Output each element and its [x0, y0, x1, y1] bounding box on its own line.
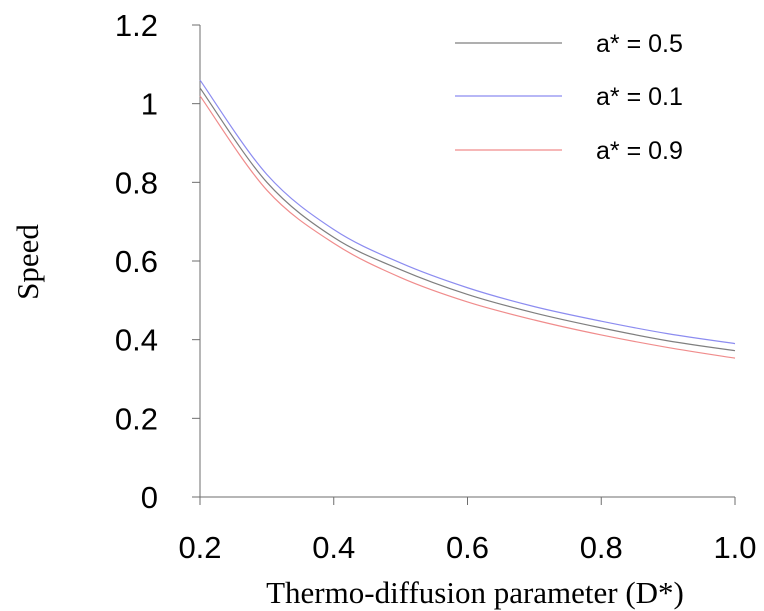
x-tick-label: 0.4 — [312, 530, 355, 565]
y-tick-label: 0.8 — [115, 165, 158, 200]
y-tick-label: 1.2 — [115, 8, 158, 43]
y-ticks: 0 0.2 0.4 0.6 0.8 1 1.2 — [115, 8, 200, 515]
x-tick-label: 0.6 — [446, 530, 489, 565]
legend-label: a* = 0.9 — [596, 137, 683, 165]
x-axis-title: Thermo-diffusion parameter (D*) — [266, 575, 684, 610]
x-ticks: 0.2 0.4 0.6 0.8 1.0 — [178, 497, 757, 565]
series-line-1 — [199, 87, 736, 352]
legend-label: a* = 0.1 — [596, 83, 683, 111]
y-tick-label: 0.4 — [115, 323, 158, 358]
legend: a* = 0.5 a* = 0.1 a* = 0.9 — [455, 30, 683, 165]
legend-label: a* = 0.5 — [596, 30, 683, 58]
series-lines — [199, 79, 736, 359]
x-tick-label: 1.0 — [713, 530, 756, 565]
x-tick-label: 0.2 — [178, 530, 221, 565]
y-tick-label: 0.6 — [115, 244, 158, 279]
y-tick-label: 0.2 — [115, 401, 158, 436]
y-tick-label: 1 — [141, 87, 158, 122]
y-axis-title: Speed — [10, 224, 45, 300]
x-tick-label: 0.8 — [580, 530, 623, 565]
series-line-3 — [199, 95, 736, 359]
series-line-2 — [199, 79, 736, 345]
y-tick-label: 0 — [141, 480, 158, 515]
